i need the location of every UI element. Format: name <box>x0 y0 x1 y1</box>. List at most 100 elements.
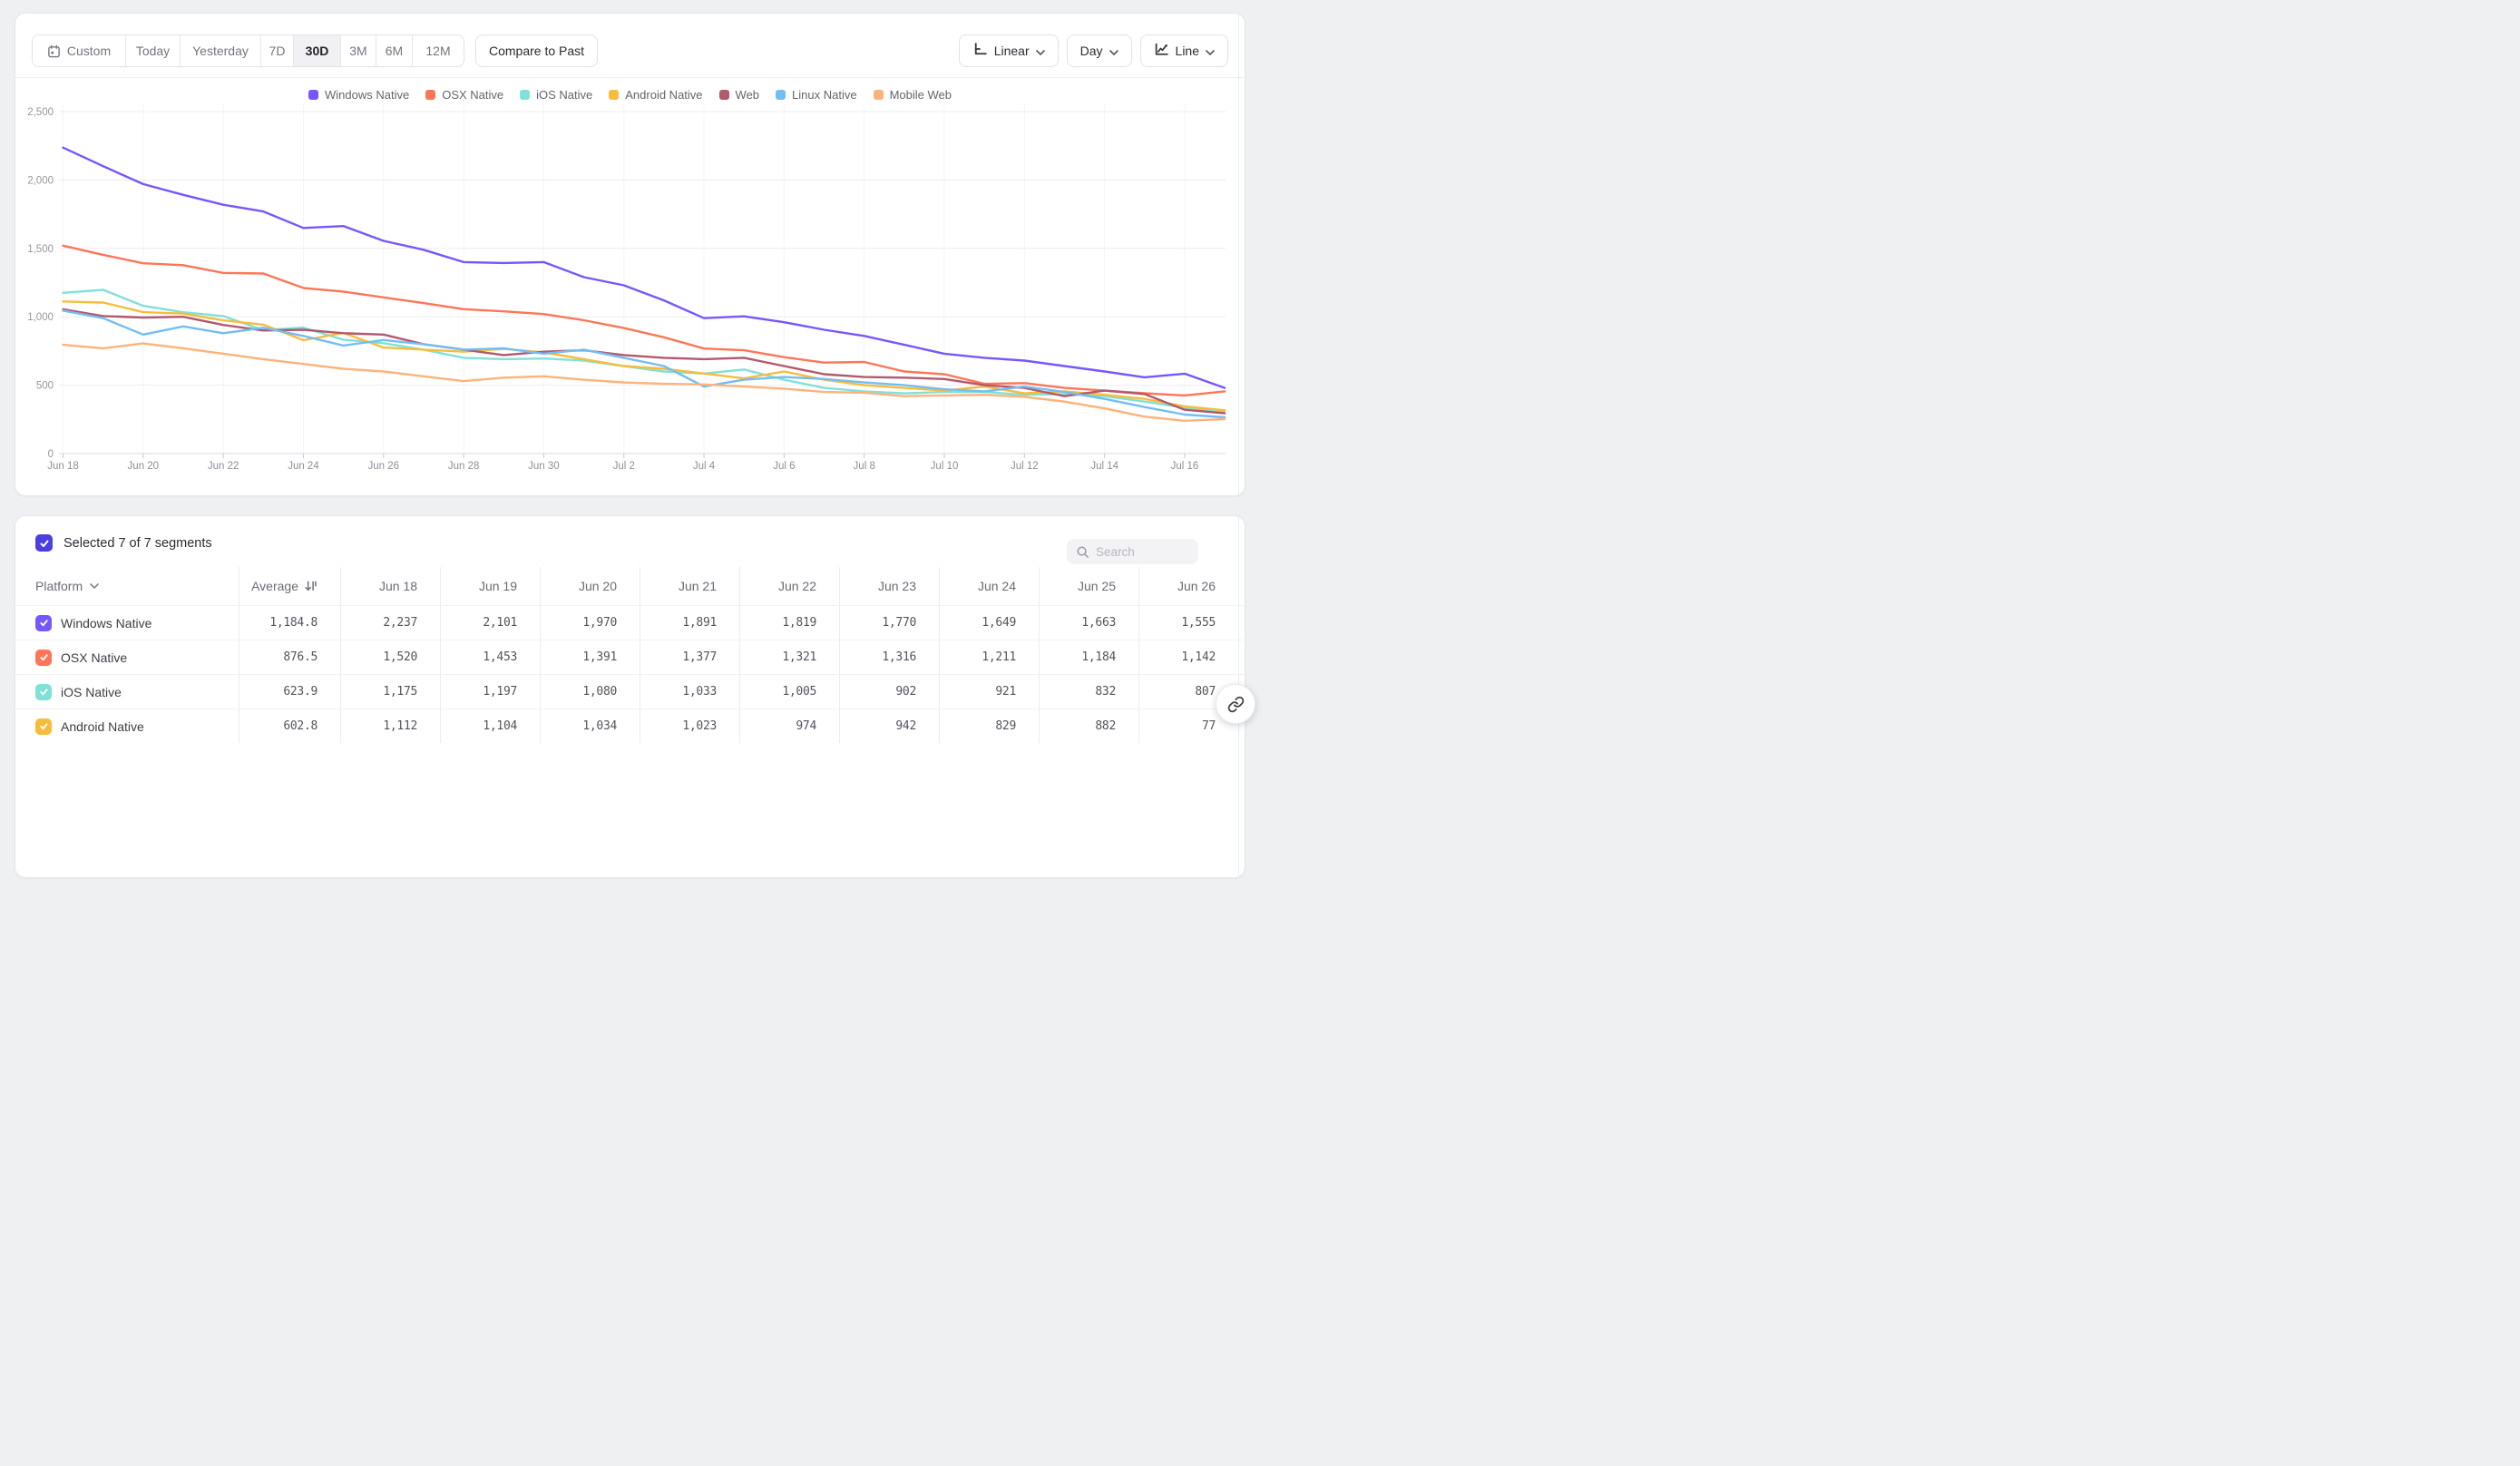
legend-item-windows-native[interactable]: Windows Native <box>308 88 409 102</box>
calendar-icon <box>47 44 61 58</box>
segment-checkbox-windows-native[interactable] <box>35 614 52 631</box>
cell-value: 1,770 <box>840 606 940 640</box>
sort-descending-icon <box>304 580 317 593</box>
cell-value: 1,663 <box>1040 606 1139 640</box>
column-header-jun-21[interactable]: Jun 21 <box>640 567 740 605</box>
range-label: 7D <box>269 44 286 58</box>
cell-average: 876.5 <box>239 640 341 674</box>
column-header-jun-24[interactable]: Jun 24 <box>940 567 1040 605</box>
column-header-platform[interactable]: Platform <box>15 567 239 605</box>
cell-value: 832 <box>1040 675 1139 709</box>
date-range-picker: Custom Today Yesterday 7D 30D 3M 6M 12M <box>32 34 464 67</box>
cell-platform: iOS Native <box>15 675 239 709</box>
cell-value: 1,033 <box>640 675 740 709</box>
cell-value: 1,211 <box>940 640 1040 674</box>
column-header-jun-25[interactable]: Jun 25 <box>1040 567 1139 605</box>
segments-table-panel: Selected 7 of 7 segments Platform Average… <box>15 515 1245 878</box>
legend-item-ios-native[interactable]: iOS Native <box>520 88 592 102</box>
select-all-checkbox[interactable] <box>35 534 53 552</box>
axis-tick-label: Jul 14 <box>1090 461 1118 472</box>
legend-item-osx-native[interactable]: OSX Native <box>425 88 503 102</box>
cell-value: 882 <box>1040 709 1139 743</box>
column-header-jun-26[interactable]: Jun 26 <box>1139 567 1239 605</box>
range-label: Yesterday <box>192 44 249 58</box>
column-header-jun-22[interactable]: Jun 22 <box>740 567 840 605</box>
axis-tick-label: Jun 26 <box>368 461 400 472</box>
legend-swatch <box>425 90 436 100</box>
range-button-12m[interactable]: 12M <box>413 35 464 66</box>
cell-value: 921 <box>940 675 1040 709</box>
cell-value: 902 <box>840 675 940 709</box>
cell-value: 1,321 <box>740 640 840 674</box>
chart-type-dropdown[interactable]: Line <box>1139 34 1228 67</box>
segment-name: Windows Native <box>61 615 152 630</box>
chevron-down-icon <box>1109 44 1118 58</box>
legend-item-mobile-web[interactable]: Mobile Web <box>873 88 952 102</box>
column-header-average[interactable]: Average <box>239 567 341 605</box>
selected-segments-summary: Selected 7 of 7 segments <box>63 535 212 551</box>
cell-value: 1,520 <box>341 640 441 674</box>
legend-label: Windows Native <box>325 88 410 102</box>
axis-tick-label: Jul 6 <box>773 461 795 472</box>
cell-value: 2,237 <box>341 606 441 640</box>
segment-checkbox-android-native[interactable] <box>35 718 52 735</box>
y-scale-dropdown[interactable]: Linear <box>958 34 1059 67</box>
column-header-jun-19[interactable]: Jun 19 <box>441 567 541 605</box>
cell-value: 77 <box>1139 709 1239 743</box>
copy-link-button[interactable] <box>1216 684 1255 724</box>
search-input[interactable] <box>1096 544 1191 559</box>
line-chart: Jun 18 Jun 20 Jun 22 Jun 24 Jun 26 Jun 28 Jun … <box>27 104 1226 472</box>
link-icon <box>1227 696 1245 713</box>
table-row-windows-native: Windows Native 1,184.8 2,237 2,101 1,970 1,89… <box>15 605 1245 640</box>
panel-edge-divider <box>1238 14 1239 495</box>
cell-value: 1,197 <box>441 675 541 709</box>
table-row-android-native: Android Native 602.8 1,112 1,104 1,034 1,023 9… <box>15 709 1245 743</box>
range-label: Custom <box>66 44 112 58</box>
segment-name: OSX Native <box>61 650 128 665</box>
cell-value: 1,453 <box>441 640 541 674</box>
legend-label: OSX Native <box>442 88 504 102</box>
range-button-3m[interactable]: 3M <box>341 35 376 66</box>
cell-value: 1,023 <box>640 709 740 743</box>
cell-platform: Android Native <box>15 709 239 743</box>
range-button-6m[interactable]: 6M <box>376 35 413 66</box>
range-label: Today <box>135 44 171 58</box>
segment-checkbox-osx-native[interactable] <box>35 649 52 666</box>
range-button-30d[interactable]: 30D <box>294 35 341 66</box>
chart-toolbar: Custom Today Yesterday 7D 30D 3M 6M 12M Compare… <box>15 34 1245 67</box>
range-button-7d[interactable]: 7D <box>261 35 294 66</box>
axis-tick-label: Jun 28 <box>448 461 480 472</box>
series-line-windows-native[interactable] <box>62 146 1226 389</box>
chart-legend: Windows Native OSX Native iOS Native Androi… <box>15 88 1245 102</box>
legend-item-linux-native[interactable]: Linux Native <box>776 88 857 102</box>
series-line-osx-native[interactable] <box>62 244 1226 397</box>
segment-checkbox-ios-native[interactable] <box>35 683 52 700</box>
range-label: 30D <box>305 44 329 58</box>
series-line-mobile-web[interactable] <box>62 342 1226 422</box>
y-scale-label: Linear <box>993 44 1030 58</box>
cell-value: 1,104 <box>441 709 541 743</box>
axis-tick-label: 500 <box>36 381 54 392</box>
column-header-jun-18[interactable]: Jun 18 <box>341 567 441 605</box>
series-line-android-native[interactable] <box>62 300 1226 412</box>
chevron-down-icon <box>1035 44 1045 58</box>
range-button-yesterday[interactable]: Yesterday <box>181 35 261 66</box>
legend-item-android-native[interactable]: Android Native <box>609 88 703 102</box>
range-button-custom[interactable]: Custom <box>33 35 126 66</box>
line-chart-icon <box>1154 42 1169 60</box>
range-label: 3M <box>349 44 367 58</box>
range-button-today[interactable]: Today <box>126 35 181 66</box>
series-line-linux-native[interactable] <box>62 309 1226 419</box>
axis-tick-label: 2,000 <box>27 175 54 186</box>
column-header-jun-20[interactable]: Jun 20 <box>541 567 640 605</box>
interval-dropdown[interactable]: Day <box>1066 34 1132 67</box>
legend-swatch <box>520 90 531 100</box>
axis-icon <box>972 42 988 60</box>
table-row-ios-native: iOS Native 623.9 1,175 1,197 1,080 1,033 1,005… <box>15 674 1245 709</box>
axis-tick-label: Jul 12 <box>1011 461 1039 472</box>
axis-tick-label: Jun 18 <box>47 461 79 472</box>
column-header-jun-23[interactable]: Jun 23 <box>840 567 940 605</box>
legend-item-web[interactable]: Web <box>718 88 759 102</box>
cell-average: 623.9 <box>239 675 341 709</box>
compare-to-past-button[interactable]: Compare to Past <box>475 34 599 67</box>
